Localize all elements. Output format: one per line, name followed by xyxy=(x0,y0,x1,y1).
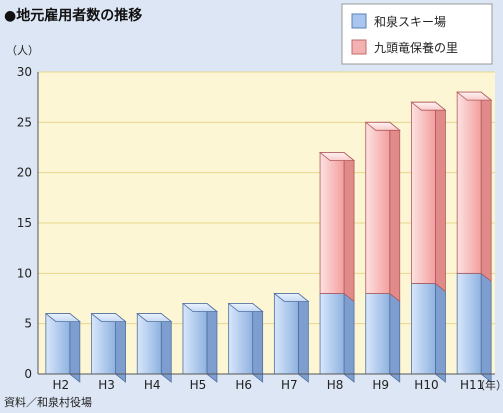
y-tick-label: 0 xyxy=(24,367,32,381)
y-tick-label: 5 xyxy=(24,317,32,331)
x-tick-label: H2 xyxy=(53,378,70,392)
bar-H6-ski xyxy=(228,302,264,383)
y-tick-label: 30 xyxy=(17,65,32,79)
bar-H3-ski xyxy=(91,312,126,383)
x-tick-label: H10 xyxy=(414,378,438,392)
bar-H11-ski xyxy=(456,272,492,383)
bar-H8-ski xyxy=(319,292,355,383)
bar-front xyxy=(136,313,162,375)
bar-top-cap xyxy=(136,313,173,323)
bar-H11-resort xyxy=(456,91,492,283)
bar-front xyxy=(456,91,482,274)
x-tick-label: H6 xyxy=(235,378,252,392)
bar-side xyxy=(343,151,355,303)
bar-front xyxy=(319,152,345,294)
bar-front xyxy=(365,121,391,294)
x-tick-label: H4 xyxy=(144,378,161,392)
bar-top-cap xyxy=(181,303,219,312)
bar-top-cap xyxy=(410,101,447,111)
x-axis-ticks: H2 H3 H4 H5 H6 H7 H8 H9 H10 H11 xyxy=(53,378,485,392)
x-tick-label: H9 xyxy=(372,378,389,392)
y-axis-unit-label: （人） xyxy=(6,44,39,57)
bar-front xyxy=(365,293,391,375)
bar-side xyxy=(480,272,492,383)
bar-side xyxy=(435,282,446,383)
source-note: 資料／和泉村役場 xyxy=(4,395,92,409)
bar-side xyxy=(389,292,401,383)
bar-top-cap xyxy=(90,313,127,323)
bar-front xyxy=(411,101,436,284)
bar-H7-ski xyxy=(273,292,309,383)
bar-front xyxy=(273,293,299,375)
chart-title: ●地元雇用者数の推移 xyxy=(4,7,142,24)
bar-H9-resort xyxy=(365,121,401,303)
bar-H10-ski xyxy=(411,282,446,383)
bar-H8-resort xyxy=(319,151,355,303)
bar-top-cap xyxy=(44,313,81,323)
y-tick-label: 10 xyxy=(17,266,32,280)
x-tick-label: H3 xyxy=(98,378,115,392)
bar-H2-ski xyxy=(45,312,81,383)
bar-top-cap xyxy=(364,121,401,131)
y-tick-label: 15 xyxy=(17,216,32,230)
bar-top-cap xyxy=(227,303,264,312)
y-tick-label: 25 xyxy=(17,115,32,129)
bar-side xyxy=(297,292,309,383)
bar-front xyxy=(45,313,71,375)
legend-label-resort: 九頭竜保養の里 xyxy=(374,40,458,55)
bar-top-cap xyxy=(318,152,356,161)
bar-H10-resort xyxy=(411,101,446,293)
bar-side xyxy=(160,312,172,383)
legend-label-ski: 和泉スキー場 xyxy=(374,15,446,29)
legend-swatch-resort xyxy=(351,39,367,55)
y-axis-ticks: 0 5 10 15 20 25 30 xyxy=(17,65,32,381)
legend: 和泉スキー場 九頭竜保養の里 xyxy=(341,3,493,65)
bar-H5-ski xyxy=(182,302,218,383)
legend-box xyxy=(341,3,493,65)
x-axis-unit-label: （年） xyxy=(474,378,503,392)
bars xyxy=(44,91,493,383)
bar-side xyxy=(343,292,355,383)
bar-side xyxy=(69,312,81,383)
bar-side xyxy=(252,302,264,383)
y-tick-label: 20 xyxy=(17,166,32,180)
bar-H9-ski xyxy=(365,292,401,383)
bar-front xyxy=(319,293,345,375)
bar-side xyxy=(480,91,492,283)
bar-top-cap xyxy=(273,293,310,302)
bar-front xyxy=(456,272,482,375)
bar-side xyxy=(435,101,446,293)
x-tick-label: H8 xyxy=(327,378,344,392)
bar-front xyxy=(91,313,116,375)
bar-H4-ski xyxy=(136,312,172,383)
bar-front xyxy=(182,303,208,375)
bar-top-cap xyxy=(456,91,493,101)
bar-front xyxy=(411,282,436,375)
bar-front xyxy=(228,303,254,375)
bar-side xyxy=(206,302,218,383)
bar-side xyxy=(389,121,401,303)
x-tick-label: H7 xyxy=(281,378,298,392)
x-tick-label: H11 xyxy=(460,378,484,392)
bar-side xyxy=(115,312,126,383)
x-tick-label: H5 xyxy=(190,378,207,392)
legend-swatch-ski xyxy=(351,13,367,29)
